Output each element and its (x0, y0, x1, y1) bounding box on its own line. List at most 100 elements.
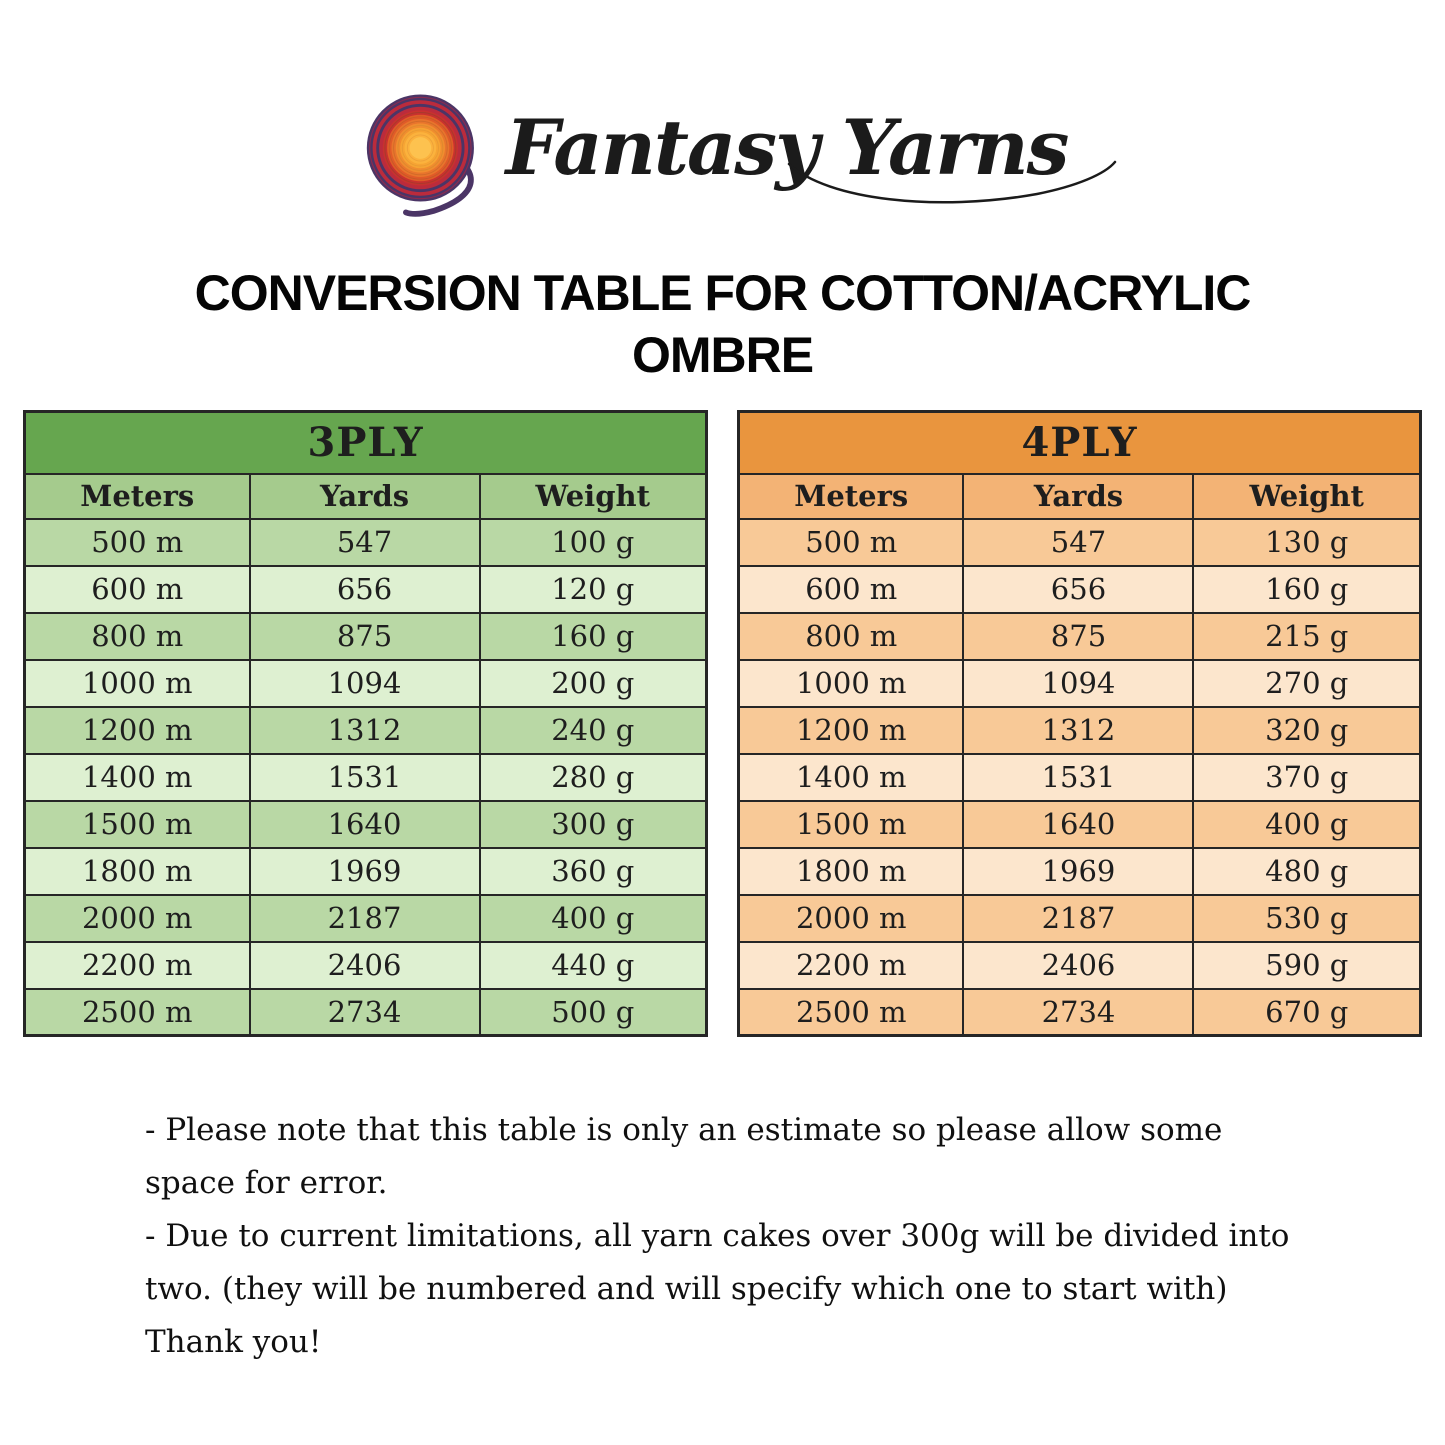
table-row: 1500 m 1640 300 g (23, 799, 708, 849)
table-cell: 270 g (1192, 658, 1422, 708)
table-cell: 160 g (478, 611, 708, 661)
table-cell: 1640 (962, 799, 1195, 849)
table-cell: 2500 m (23, 987, 251, 1037)
table-cell: 400 g (478, 893, 708, 943)
table-cell: 1094 (962, 658, 1195, 708)
table-row: 1000 m 1094 270 g (737, 658, 1422, 708)
table-cell: 1969 (962, 846, 1195, 896)
table-row: 2000 m 2187 400 g (23, 893, 708, 943)
table-cell: 215 g (1192, 611, 1422, 661)
table-cell: 1000 m (23, 658, 251, 708)
table-row: 1200 m 1312 320 g (737, 705, 1422, 755)
table-cell: 2406 (962, 940, 1195, 990)
table-cell: 130 g (1192, 517, 1422, 567)
table-cell: 2200 m (23, 940, 251, 990)
table-cell: 1200 m (23, 705, 251, 755)
note-line: - Please note that this table is only an… (145, 1112, 1223, 1148)
table-cell: 500 m (737, 517, 965, 567)
table-row: 2200 m 2406 590 g (737, 940, 1422, 990)
table-row: 800 m 875 160 g (23, 611, 708, 661)
brand-name: Fantasy Yarns (505, 103, 1070, 192)
table-cell: 1312 (962, 705, 1195, 755)
column-header: Meters (737, 472, 965, 520)
table-cell: 1800 m (23, 846, 251, 896)
table-row: 800 m 875 215 g (737, 611, 1422, 661)
table-row: 1000 m 1094 200 g (23, 658, 708, 708)
page-title: CONVERSION TABLE FOR COTTON/ACRYLIC OMBRE (0, 262, 1445, 386)
table-cell: 1312 (248, 705, 481, 755)
table-cell: 600 m (737, 564, 965, 614)
table-cell: 1969 (248, 846, 481, 896)
table-cell: 1531 (248, 752, 481, 802)
table-cell: 800 m (23, 611, 251, 661)
column-header: Yards (248, 472, 481, 520)
table-cell: 590 g (1192, 940, 1422, 990)
table-cell: 530 g (1192, 893, 1422, 943)
table-cell: 1640 (248, 799, 481, 849)
table-cell: 2406 (248, 940, 481, 990)
table-cell: 547 (248, 517, 481, 567)
table-cell: 2000 m (23, 893, 251, 943)
table-cell: 1400 m (737, 752, 965, 802)
table-cell: 2734 (248, 987, 481, 1037)
table-cell: 547 (962, 517, 1195, 567)
table-row: 1400 m 1531 280 g (23, 752, 708, 802)
page-title-line: CONVERSION TABLE FOR COTTON/ACRYLIC (194, 265, 1252, 321)
table-cell: 2000 m (737, 893, 965, 943)
script-swash-icon (788, 160, 1117, 204)
table-cell: 1500 m (737, 799, 965, 849)
table-title: 3PLY (23, 410, 708, 475)
table-row: 2500 m 2734 500 g (23, 987, 708, 1037)
table-cell: 2734 (962, 987, 1195, 1037)
table-cell: 480 g (1192, 846, 1422, 896)
table-row: 1200 m 1312 240 g (23, 705, 708, 755)
table-cell: 500 m (23, 517, 251, 567)
table-row: 1800 m 1969 480 g (737, 846, 1422, 896)
table-cell: 400 g (1192, 799, 1422, 849)
table-cell: 370 g (1192, 752, 1422, 802)
table-cell: 280 g (478, 752, 708, 802)
table-cell: 656 (962, 564, 1195, 614)
table-cell: 2200 m (737, 940, 965, 990)
table-cell: 1800 m (737, 846, 965, 896)
yarn-ball-icon (366, 94, 474, 217)
table-row: 500 m 547 100 g (23, 517, 708, 567)
note-line: space for error. (145, 1165, 388, 1201)
table-cell: 200 g (478, 658, 708, 708)
table-cell: 2187 (962, 893, 1195, 943)
table-cell: 600 m (23, 564, 251, 614)
table-cell: 360 g (478, 846, 708, 896)
table-row: 2000 m 2187 530 g (737, 893, 1422, 943)
table-cell: 320 g (1192, 705, 1422, 755)
column-header: Weight (1192, 472, 1422, 520)
table-row: 2500 m 2734 670 g (737, 987, 1422, 1037)
page-title-line: OMBRE (631, 327, 814, 383)
table-cell: 656 (248, 564, 481, 614)
table-cell: 670 g (1192, 987, 1422, 1037)
table-cell: 1000 m (737, 658, 965, 708)
table-cell: 240 g (478, 705, 708, 755)
table-cell: 875 (962, 611, 1195, 661)
table-row: 2200 m 2406 440 g (23, 940, 708, 990)
table-cell: 440 g (478, 940, 708, 990)
table-row: 1500 m 1640 400 g (737, 799, 1422, 849)
table-cell: 1200 m (737, 705, 965, 755)
note-line: Thank you! (145, 1324, 322, 1360)
table-cell: 1500 m (23, 799, 251, 849)
column-header: Yards (962, 472, 1195, 520)
table-cell: 1531 (962, 752, 1195, 802)
column-header: Weight (478, 472, 708, 520)
table-row: 1400 m 1531 370 g (737, 752, 1422, 802)
note-line: - Due to current limitations, all yarn c… (145, 1218, 1290, 1254)
table-row: 600 m 656 120 g (23, 564, 708, 614)
table-cell: 500 g (478, 987, 708, 1037)
table-cell: 2500 m (737, 987, 965, 1037)
notes: - Please note that this table is only an… (145, 1104, 1289, 1369)
table-cell: 2187 (248, 893, 481, 943)
table-row: 500 m 547 130 g (737, 517, 1422, 567)
table-cell: 120 g (478, 564, 708, 614)
